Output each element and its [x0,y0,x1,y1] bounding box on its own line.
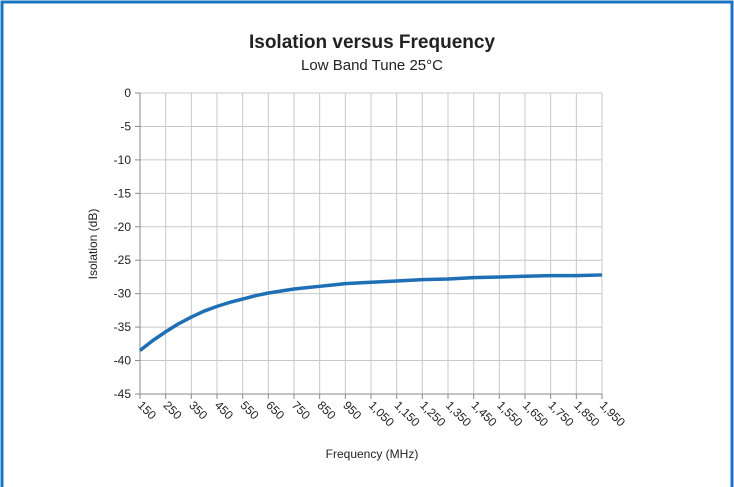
x-tick-label: 550 [238,398,262,422]
x-tick-label: 1,050 [366,398,397,429]
x-tick-label: 1,750 [546,398,577,429]
x-tick-label: 150 [135,398,159,422]
y-axis-label: Isolation (dB) [86,209,100,280]
x-axis-label: Frequency (MHz) [326,447,419,461]
x-tick-label: 350 [186,398,210,422]
y-tick-label: -10 [114,153,132,167]
data-line [138,273,603,352]
chart-title: Isolation versus Frequency [249,32,495,53]
x-tick-label: 1,450 [469,398,500,429]
x-tick-label: 850 [315,398,339,422]
x-tick-label: 250 [161,398,185,422]
x-tick-label: 950 [340,398,364,422]
y-tick-label: -45 [114,387,132,401]
y-tick-label: -25 [114,253,132,267]
x-tick-label: 1,650 [520,398,551,429]
y-tick-label: -20 [114,220,132,234]
y-tick-label: -40 [114,354,132,368]
x-tick-label: 450 [212,398,236,422]
x-tick-label: 1,250 [417,398,448,429]
chart-subtitle: Low Band Tune 25°C [301,57,443,74]
x-tick-label: 1,550 [494,398,525,429]
x-tick-label: 1,150 [392,398,423,429]
y-tick-label: -5 [120,119,131,133]
x-tick-label: 1,950 [597,398,628,429]
x-tick-label: 1,850 [571,398,602,429]
x-tick-label: 1,350 [443,398,474,429]
y-tick-label: -30 [114,287,132,301]
x-tick-label: 750 [289,398,313,422]
y-tick-label: 0 [124,86,131,100]
y-tick-label: -35 [114,320,132,334]
y-tick-label: -15 [114,186,132,200]
x-tick-label: 650 [263,398,287,422]
